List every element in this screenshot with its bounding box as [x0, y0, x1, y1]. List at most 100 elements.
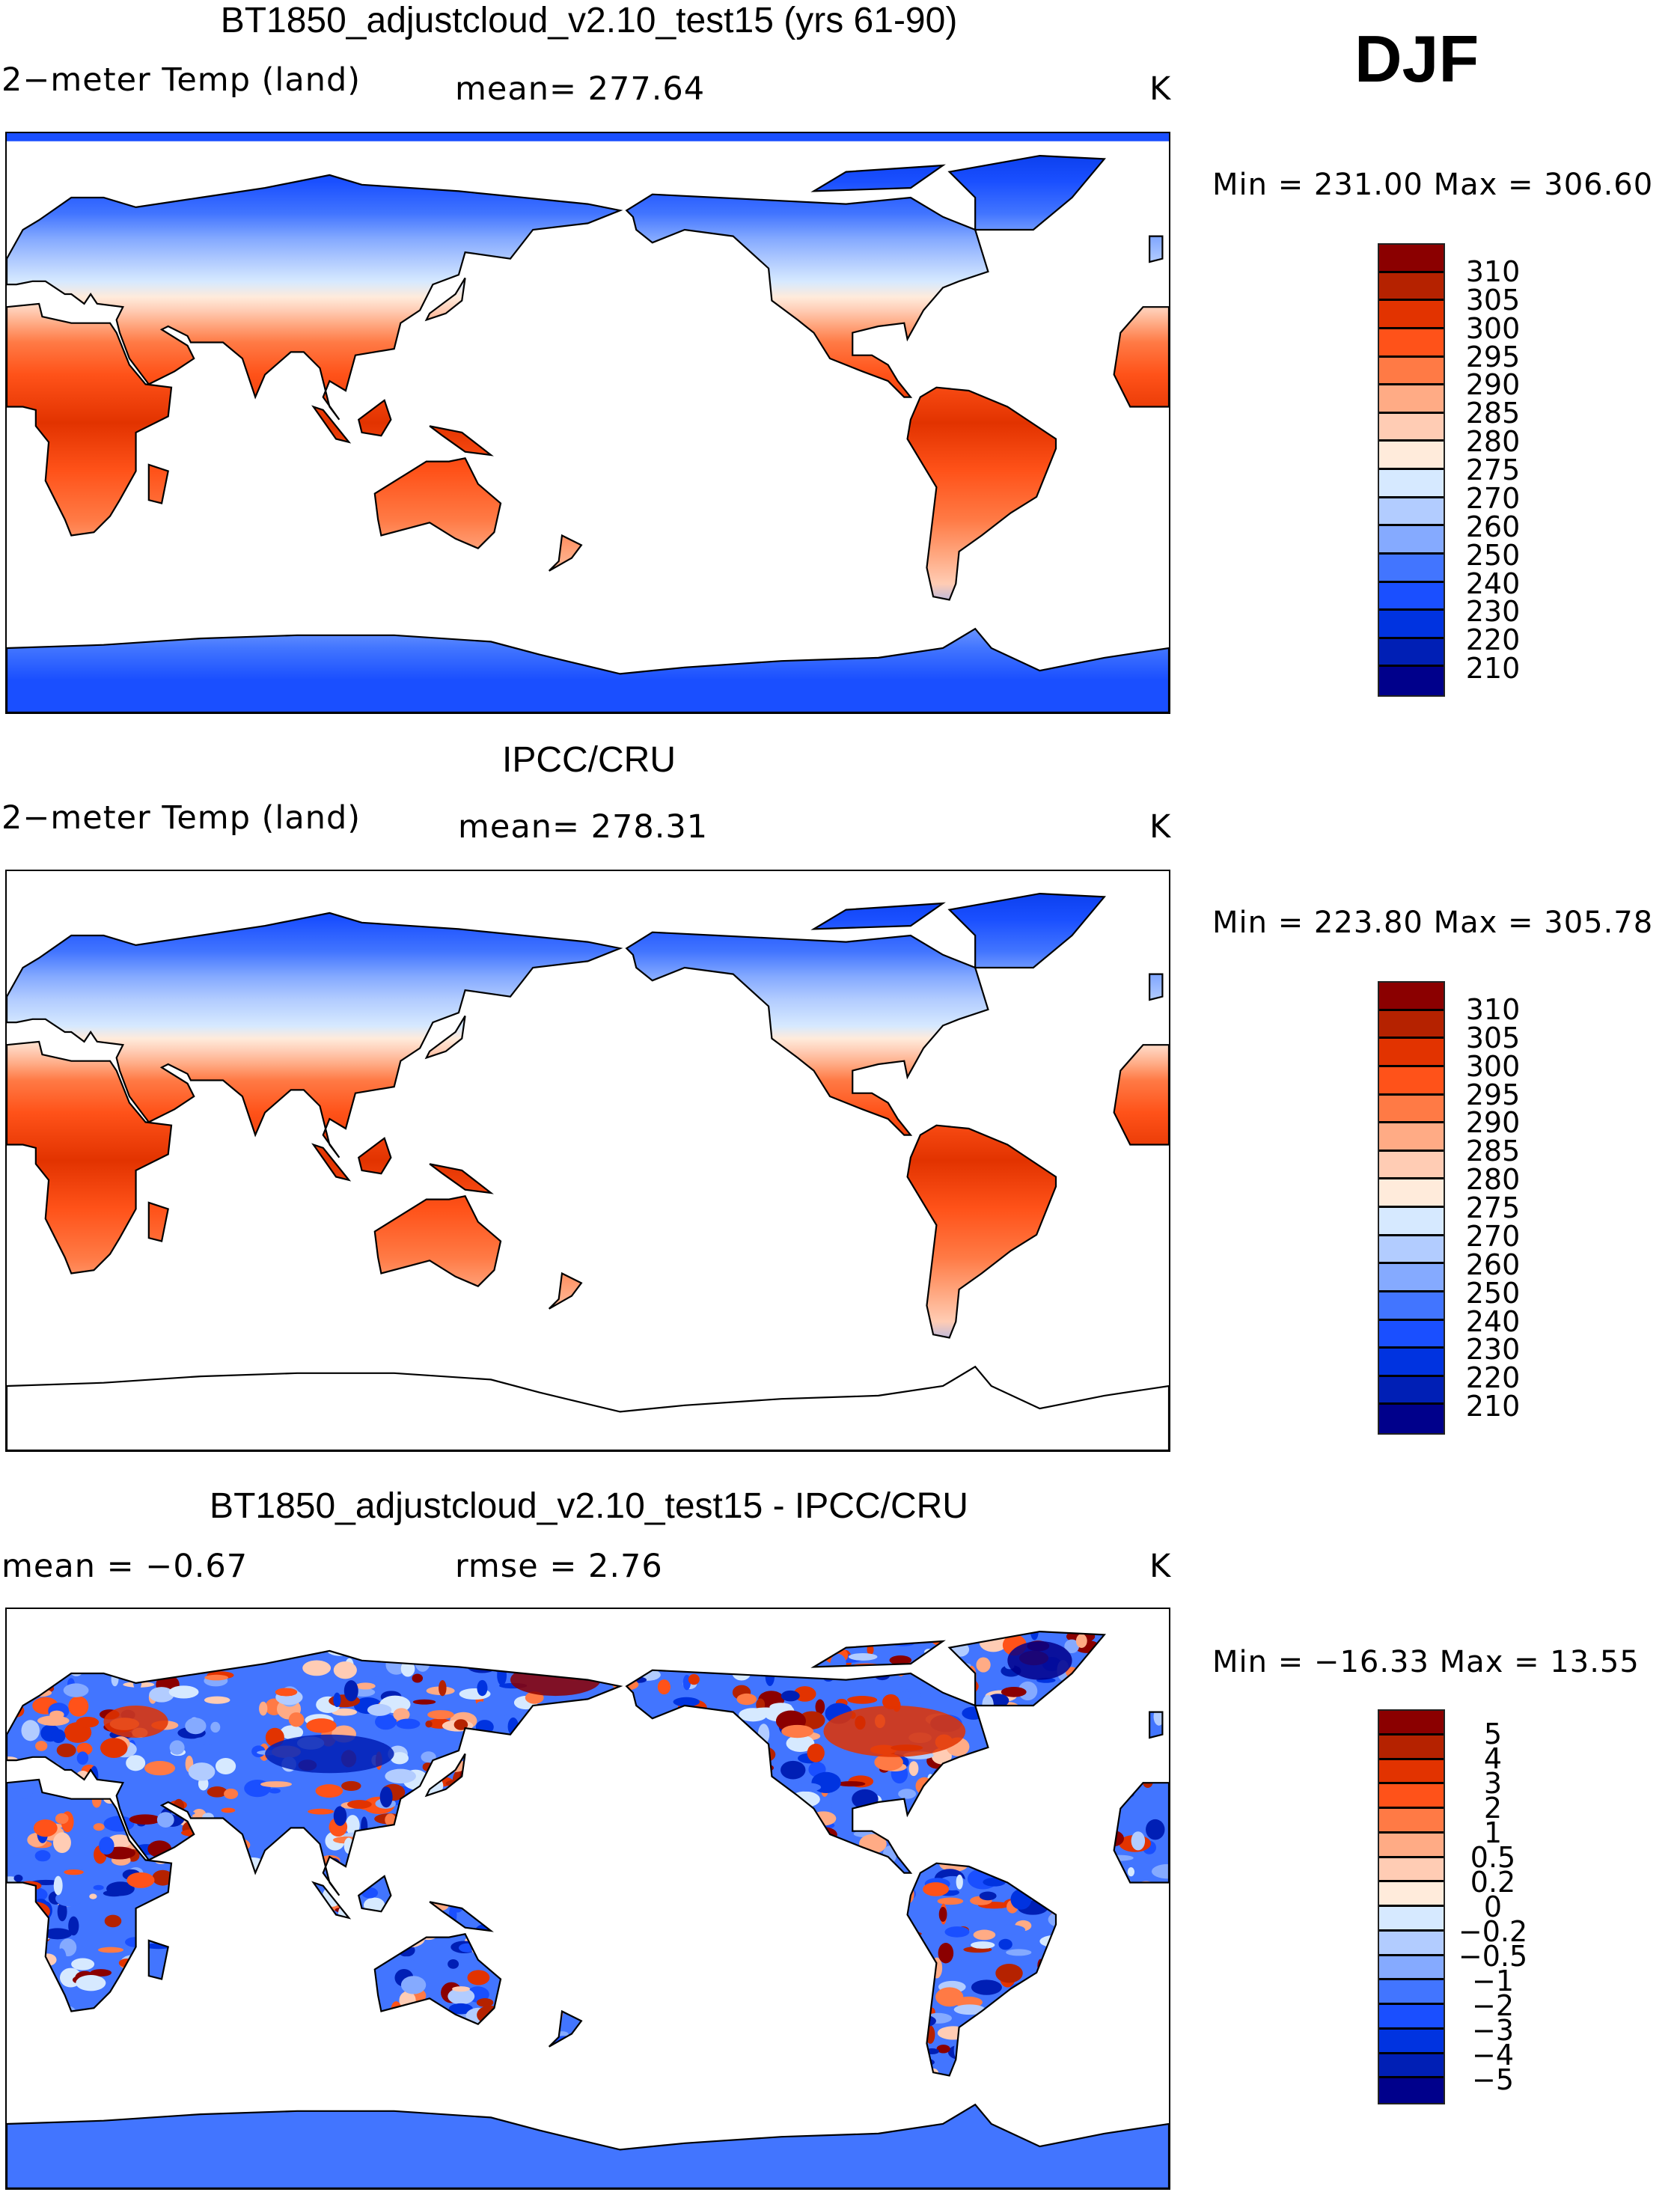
anomaly-cell — [507, 1641, 539, 1663]
anomaly-cell — [566, 1973, 591, 1986]
anomaly-cell — [730, 1727, 740, 1738]
anomaly-cell — [486, 2021, 514, 2038]
anomaly-cell — [213, 2005, 229, 2027]
anomaly-cell — [708, 2051, 736, 2071]
anomaly-cell — [531, 2079, 558, 2093]
anomaly-cell — [577, 1961, 590, 1967]
anomaly-cell — [7, 2050, 14, 2060]
anomaly-cell — [739, 1658, 771, 1674]
anomaly-cell — [833, 1854, 840, 1861]
anomaly-cell — [963, 1786, 973, 1796]
anomaly-cell — [860, 1631, 876, 1643]
anomaly-cell — [809, 1814, 816, 1827]
panel1-minmax-label: Min = 231.00 Max = 306.60 — [1212, 168, 1654, 202]
anomaly-cell — [979, 1891, 997, 1901]
colorbar-label: 285 — [1465, 1135, 1521, 1168]
coastline-japan — [427, 1754, 465, 1796]
anomaly-cell — [59, 1774, 72, 1783]
anomaly-cell — [864, 1938, 894, 1947]
panel1-units-label: K — [1149, 70, 1172, 108]
anomaly-cell — [760, 1810, 773, 1818]
anomaly-cell — [569, 1908, 599, 1929]
anomaly-cell — [1037, 1840, 1048, 1852]
colorbar-label: 290 — [1465, 1106, 1521, 1140]
anomaly-cell — [651, 1827, 668, 1837]
anomaly-cell — [1038, 1982, 1057, 1994]
anomaly-cell — [528, 2083, 549, 2095]
anomaly-cell — [1004, 1716, 1016, 1738]
anomaly-cell — [296, 1956, 310, 1971]
anomaly-cell — [505, 2056, 516, 2069]
anomaly-cell — [300, 1943, 318, 1962]
anomaly-cell — [766, 1901, 792, 1920]
anomaly-cell — [228, 1959, 242, 1976]
anomaly-cell — [216, 1640, 233, 1650]
anomaly-cell — [923, 1882, 950, 1896]
anomaly-cell — [1113, 1799, 1121, 1807]
anomaly-cell — [703, 1662, 716, 1674]
anomaly-cell — [279, 1907, 301, 1920]
anomaly-cell — [831, 1990, 846, 2012]
anomaly-cell — [198, 1954, 211, 1974]
anomaly-cell — [478, 1656, 493, 1668]
anomaly-cell — [308, 1808, 335, 1815]
coastline-namerica — [626, 1670, 988, 1873]
anomaly-cell — [1158, 1979, 1169, 1999]
season-label: DJF — [1354, 22, 1479, 96]
anomaly-cell — [313, 2053, 331, 2061]
anomaly-cell — [626, 1823, 641, 1840]
anomaly-cell — [915, 1846, 929, 1853]
anomaly-cell — [843, 2042, 856, 2054]
anomaly-cell — [280, 1959, 311, 1970]
anomaly-cell — [509, 1649, 525, 1669]
anomaly-cell — [474, 1879, 500, 1888]
anomaly-cell — [1112, 1670, 1134, 1688]
anomaly-cell — [67, 2042, 95, 2063]
colorbar-label: 250 — [1465, 1276, 1521, 1310]
anomaly-cell — [781, 1690, 800, 1702]
colorbar-box — [1379, 385, 1444, 414]
anomaly-cell — [513, 1907, 527, 1918]
anomaly-cell — [68, 1696, 89, 1717]
anomaly-cell — [710, 1631, 725, 1637]
anomaly-cell — [412, 1673, 424, 1683]
anomaly-cell — [954, 1813, 970, 1831]
coastline-arctic_is — [813, 1641, 943, 1667]
anomaly-cell — [476, 1701, 486, 1711]
anomaly-cell — [1099, 1935, 1117, 1953]
anomaly-cell — [754, 2061, 773, 2068]
coastline-newguinea — [430, 426, 491, 455]
anomaly-cell — [337, 1994, 349, 2005]
anomaly-cell — [1054, 1934, 1076, 1955]
anomaly-cell — [979, 1706, 1011, 1725]
anomaly-cell — [355, 1682, 376, 1690]
anomaly-cell — [753, 2057, 763, 2068]
anomaly-cell — [769, 1982, 789, 1998]
colorbar-box — [1379, 1376, 1444, 1405]
anomaly-cell — [938, 1943, 954, 1964]
anomaly-cell — [270, 1873, 283, 1884]
coastline-eurasia — [7, 913, 620, 1158]
anomaly-cell — [844, 2036, 869, 2054]
anomaly-cell — [443, 1877, 459, 1889]
colorbar-box — [1379, 2078, 1444, 2103]
anomaly-cell — [986, 2045, 1008, 2054]
anomaly-cell — [204, 1877, 236, 1889]
anomaly-cell — [106, 2006, 123, 2027]
anomaly-cell — [527, 2020, 551, 2036]
anomaly-cell — [980, 2054, 1012, 2071]
anomaly-cell — [19, 1902, 50, 1922]
anomaly-cell — [679, 1828, 706, 1846]
panel2-minmax-label: Min = 223.80 Max = 305.78 — [1212, 906, 1654, 940]
anomaly-cell — [807, 2006, 817, 2014]
anomaly-cell — [688, 1867, 707, 1882]
anomaly-cell — [299, 2081, 332, 2101]
anomaly-cell — [1059, 1857, 1067, 1866]
anomaly-cell — [800, 1841, 822, 1851]
anomaly-cell — [801, 1631, 832, 1641]
anomaly-cell — [465, 2077, 476, 2096]
anomaly-cell — [1107, 1765, 1137, 1786]
anomaly-cell — [989, 2037, 1015, 2052]
colorbar-box — [1379, 1320, 1444, 1349]
anomaly-cell — [1114, 1698, 1122, 1715]
